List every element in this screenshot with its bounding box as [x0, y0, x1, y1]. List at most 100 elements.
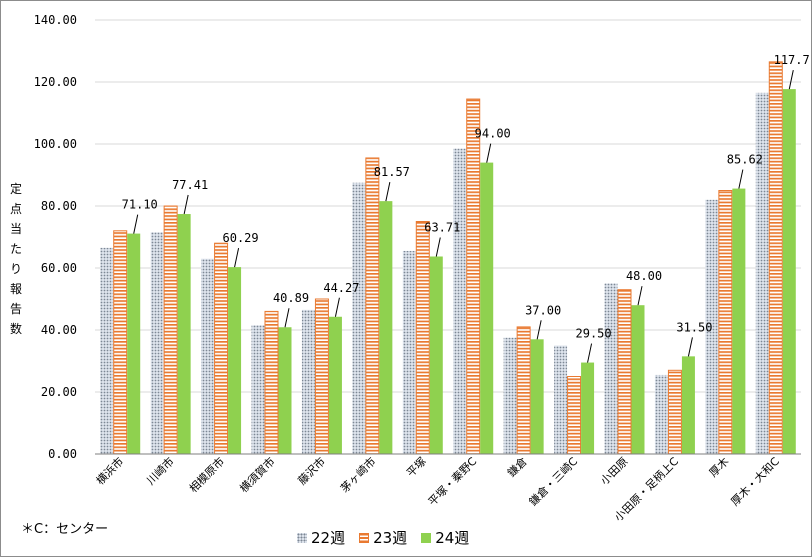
data-label: 94.00 [475, 127, 511, 141]
legend-item: 24週 [421, 527, 469, 548]
bar-24 [581, 362, 595, 454]
bar-23 [113, 230, 128, 455]
bar-24 [278, 327, 292, 454]
gridlines [95, 19, 801, 393]
y-axis-title-char: り [9, 262, 22, 276]
legend-item: 22週 [297, 527, 345, 548]
y-tick-label: 40.00 [41, 323, 77, 337]
legend: 22週 23週 24週 [297, 527, 483, 548]
y-tick-label: 100.00 [34, 137, 77, 151]
bar-23 [718, 190, 733, 455]
x-category-label: 相模原市 [186, 454, 227, 495]
data-label-leader [334, 297, 340, 317]
bar-23 [617, 289, 632, 455]
x-category-label: 鎌倉・三崎C [526, 454, 580, 508]
data-label-leader [486, 143, 492, 163]
data-label: 37.00 [525, 303, 561, 317]
data-label: 63.71 [424, 220, 460, 234]
bar-23 [314, 298, 329, 455]
bar-24 [177, 214, 191, 454]
bar-22 [453, 148, 467, 454]
bar-23 [365, 157, 380, 455]
legend-label: 23週 [373, 529, 408, 547]
data-label-leader [587, 343, 593, 363]
data-label: 71.10 [122, 198, 158, 212]
data-label-leader [234, 247, 240, 268]
legend-swatch [359, 532, 370, 543]
y-tick-label: 20.00 [41, 385, 77, 399]
bar-23 [264, 310, 279, 455]
data-label-leader [788, 69, 794, 90]
data-label: 117.71 [774, 53, 811, 67]
bar-23 [163, 205, 178, 455]
bar-23 [214, 242, 229, 455]
bar-22 [150, 232, 164, 454]
legend-label: 24週 [435, 529, 470, 547]
bar-22 [604, 283, 618, 454]
data-label: 29.50 [576, 327, 612, 341]
x-category-label: 茅ヶ崎市 [337, 454, 378, 495]
y-axis-title-char: 点 [9, 202, 22, 216]
y-axis-title: 定点当たり報告数 [7, 179, 25, 339]
x-category-label: 平塚・秦野C [425, 454, 479, 508]
bar-23 [667, 369, 682, 455]
x-category-label: 鎌倉 [504, 454, 529, 479]
bar-24 [782, 89, 796, 454]
y-tick-label: 80.00 [41, 199, 77, 213]
bar-23 [466, 98, 481, 455]
data-label-leader [385, 182, 391, 202]
data-label: 48.00 [626, 269, 662, 283]
bar-24 [530, 339, 544, 454]
x-category-label: 横浜市 [93, 454, 126, 487]
x-category-label: 平塚 [404, 455, 429, 480]
data-label-leader [637, 286, 643, 306]
bar-22 [503, 337, 517, 454]
bar-22 [301, 309, 315, 454]
data-label: 77.41 [172, 178, 208, 192]
data-label-leader [284, 308, 290, 328]
bar-24 [228, 267, 242, 454]
data-labels: 71.10 77.41 60.29 40.89 44.27 81.57 63.71 94.00… [122, 53, 811, 340]
data-label-leaders [133, 69, 794, 363]
bar-24 [127, 233, 141, 454]
bar-22 [705, 199, 719, 454]
data-label: 81.57 [374, 165, 410, 179]
bar-22 [554, 345, 568, 454]
bar-22 [100, 247, 114, 454]
bar-24 [681, 356, 695, 454]
bar-22 [755, 92, 769, 454]
legend-label: 22週 [311, 529, 346, 547]
bar-22 [201, 258, 215, 454]
bar-22 [251, 325, 265, 454]
legend-swatch [421, 532, 432, 543]
y-axis-title-char: た [9, 242, 22, 256]
footnote: ＊C：センター [21, 522, 109, 537]
x-category-label: 藤沢市 [295, 454, 328, 487]
x-category-label: 小田原 [598, 455, 631, 488]
bar-24 [480, 162, 494, 454]
y-axis-title-char: 報 [9, 282, 22, 296]
x-category-label: 厚木 [707, 455, 732, 480]
bar-24 [328, 316, 342, 454]
bar-23 [768, 61, 783, 455]
bar-22 [654, 374, 668, 454]
x-category-label: 川崎市 [144, 454, 177, 487]
y-axis-title-char: 数 [9, 322, 22, 336]
bar-24 [732, 188, 746, 454]
y-tick-label: 140.00 [34, 13, 77, 27]
y-tick-label: 0.00 [48, 447, 77, 461]
y-axis-title-char: 定 [9, 182, 22, 196]
bar-24 [379, 201, 393, 454]
bar-23 [415, 221, 430, 455]
data-label-leader [435, 237, 441, 257]
data-label: 85.62 [727, 153, 763, 167]
data-label-leader [183, 194, 189, 215]
data-label-leader [738, 169, 744, 189]
bars [100, 61, 796, 455]
data-label-leader [133, 214, 139, 234]
y-tick-label: 60.00 [41, 261, 77, 275]
data-label: 60.29 [223, 231, 259, 245]
y-axis-tick-labels: 0.00 20.00 40.00 60.00 80.00 100.00 120.00 140.… [34, 13, 77, 461]
data-label: 40.89 [273, 291, 309, 305]
